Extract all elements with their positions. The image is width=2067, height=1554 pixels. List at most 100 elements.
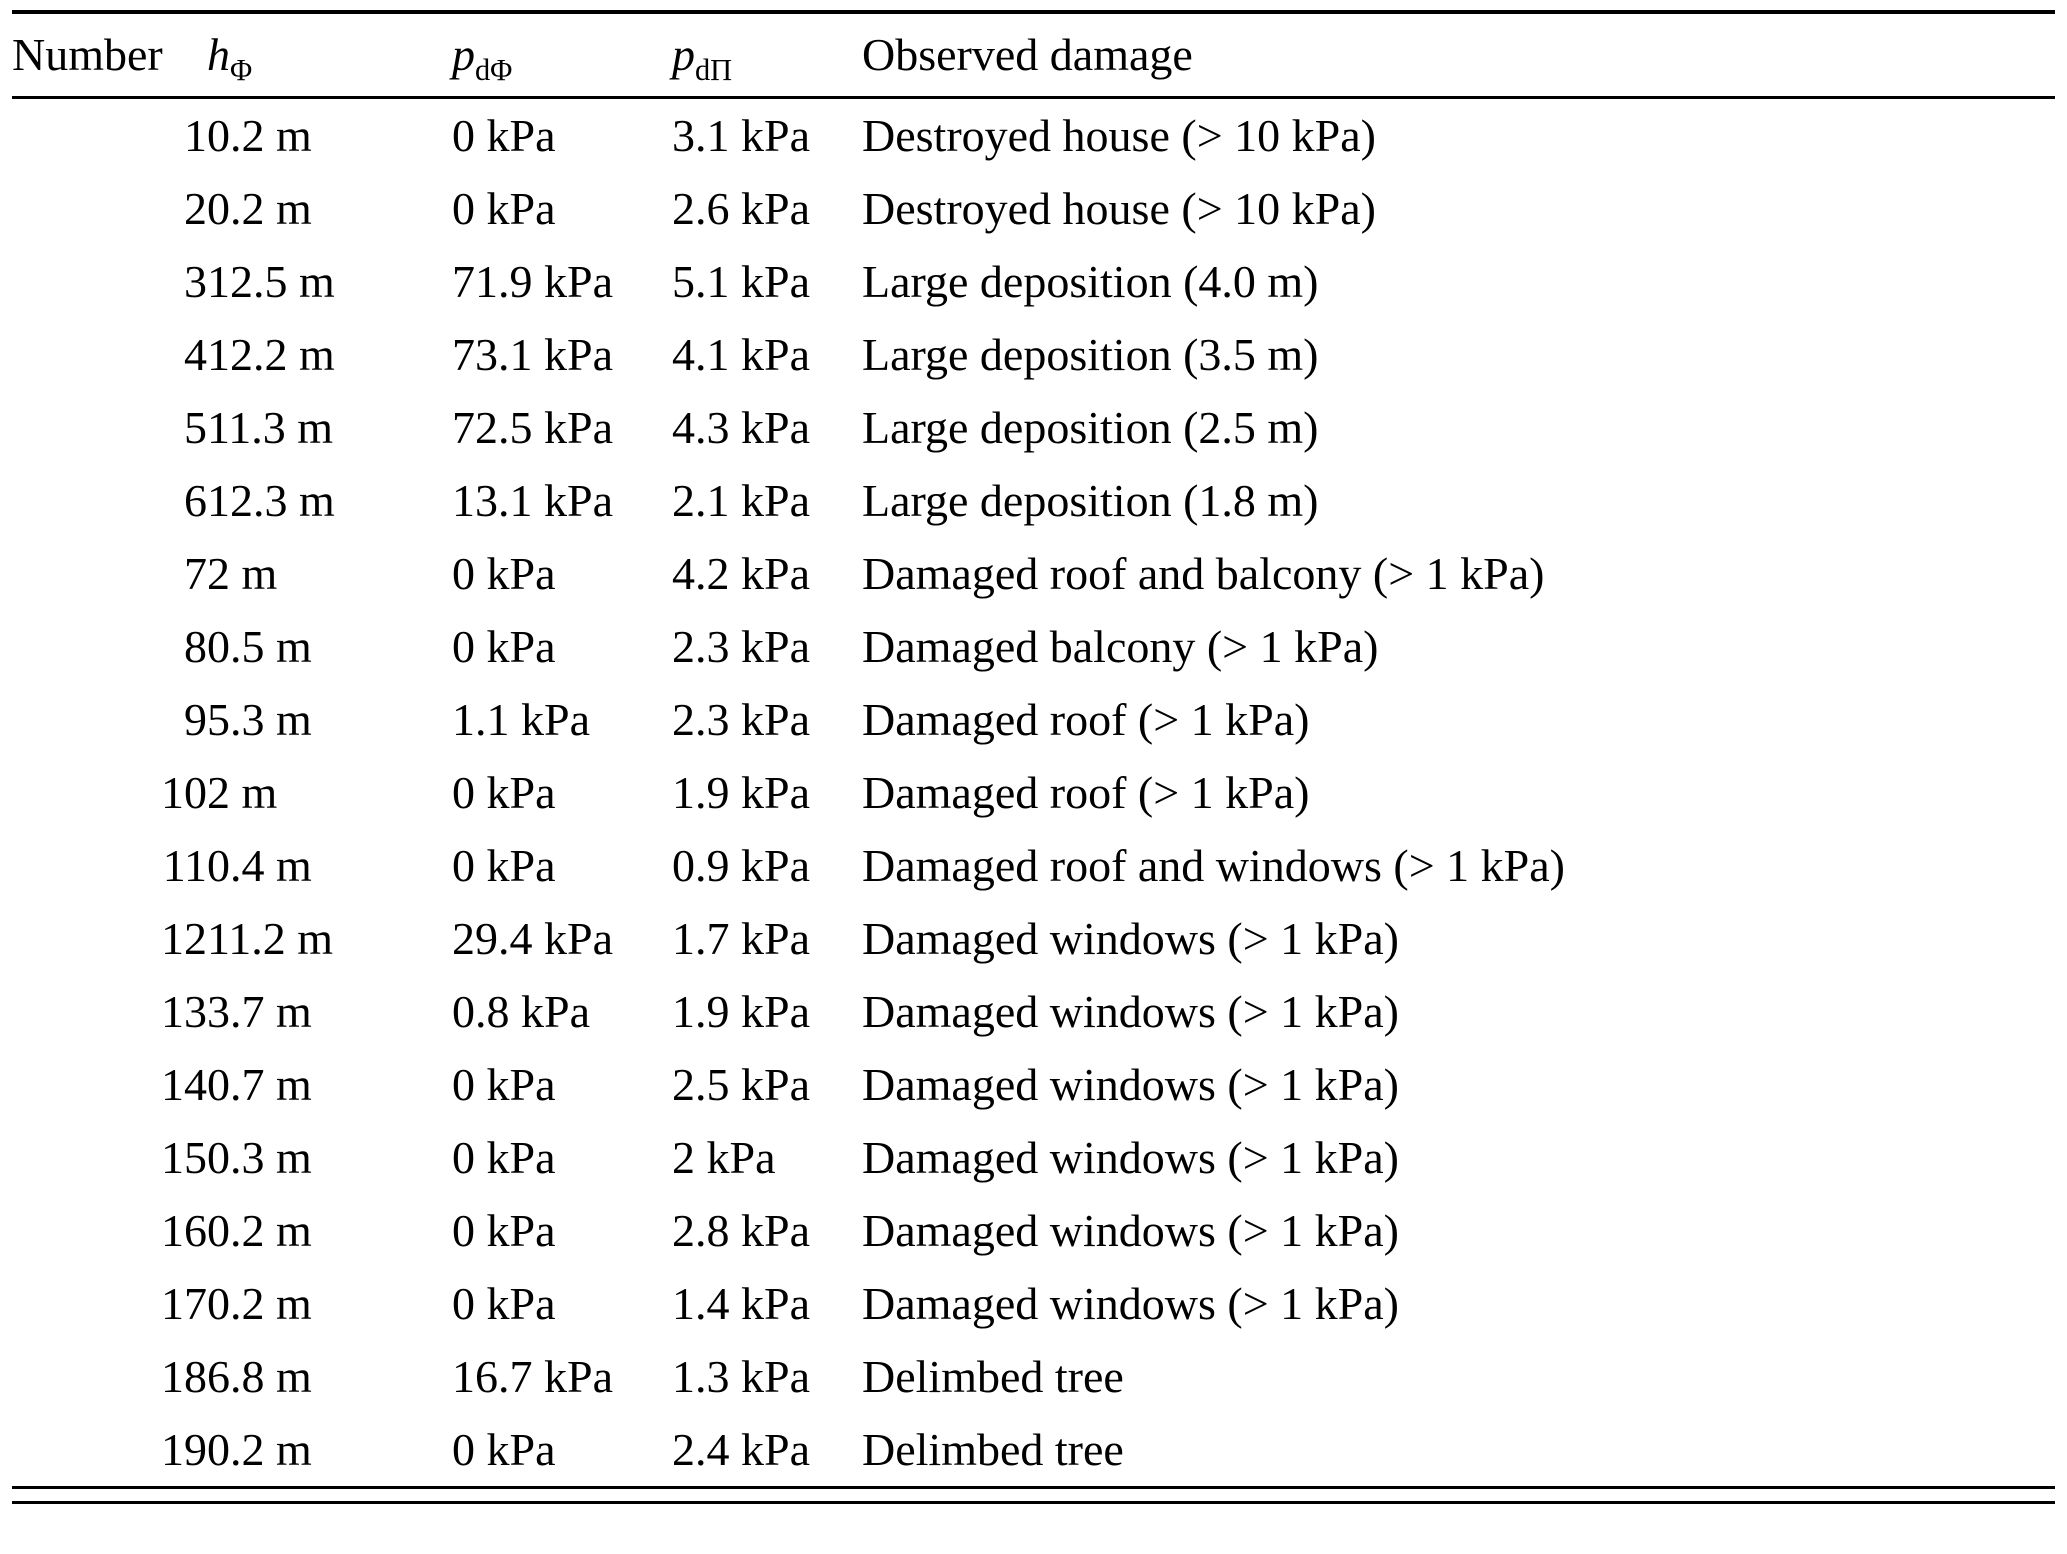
- cell-observed-damage: Damaged roof (> 1 kPa): [862, 766, 1310, 818]
- table-row: 19 0.2 m 0 kPa 2.4 kPa Delimbed tree: [12, 1413, 2055, 1486]
- math-p-d-phi: pdΦ: [452, 29, 513, 88]
- cell-observed-damage: Large deposition (1.8 m): [862, 474, 1319, 526]
- cell-p-d-pi: 2.3 kPa: [672, 693, 810, 745]
- math-h-phi: hΦ: [207, 29, 253, 88]
- cell-number: 11: [162, 839, 207, 891]
- cell-h-phi: 0.2 m: [207, 109, 312, 161]
- cell-h-phi: 2 m: [207, 547, 278, 599]
- cell-p-d-phi: 0 kPa: [452, 1204, 556, 1256]
- cell-p-d-phi: 0 kPa: [452, 547, 556, 599]
- cell-number: 12: [161, 912, 207, 964]
- cell-number: 7: [184, 547, 207, 599]
- cell-p-d-pi: 4.2 kPa: [672, 547, 810, 599]
- cell-h-phi: 6.8 m: [207, 1350, 312, 1402]
- table-row: 12 11.2 m 29.4 kPa 1.7 kPa Damaged windows (…: [12, 902, 2055, 975]
- cell-observed-damage: Large deposition (2.5 m): [862, 401, 1319, 453]
- cell-p-d-pi: 2 kPa: [672, 1131, 776, 1183]
- cell-observed-damage: Damaged windows (> 1 kPa): [862, 912, 1399, 964]
- cell-number: 17: [161, 1277, 207, 1329]
- table-row: 11 0.4 m 0 kPa 0.9 kPa Damaged roof and wind…: [12, 829, 2055, 902]
- cell-h-phi: 2 m: [207, 766, 278, 818]
- cell-p-d-phi: 72.5 kPa: [452, 401, 613, 453]
- cell-p-d-phi: 71.9 kPa: [452, 255, 613, 307]
- cell-observed-damage: Delimbed tree: [862, 1350, 1124, 1402]
- cell-p-d-pi: 2.6 kPa: [672, 182, 810, 234]
- cell-h-phi: 0.5 m: [207, 620, 312, 672]
- cell-observed-damage: Damaged roof and balcony (> 1 kPa): [862, 547, 1545, 599]
- cell-number: 4: [184, 328, 207, 380]
- cell-p-d-pi: 1.4 kPa: [672, 1277, 810, 1329]
- table-row: 4 12.2 m 73.1 kPa 4.1 kPa Large deposition (…: [12, 318, 2055, 391]
- cell-h-phi: 3.7 m: [207, 985, 312, 1037]
- cell-number: 13: [161, 985, 207, 1037]
- cell-h-phi: 0.2 m: [207, 1204, 312, 1256]
- cell-p-d-pi: 1.9 kPa: [672, 985, 810, 1037]
- table-bottom-rule-gap: [12, 1489, 2055, 1501]
- table-row: 8 0.5 m 0 kPa 2.3 kPa Damaged balcony (> 1 k…: [12, 610, 2055, 683]
- table-row: 9 5.3 m 1.1 kPa 2.3 kPa Damaged roof (> 1 kP…: [12, 683, 2055, 756]
- table-row: 14 0.7 m 0 kPa 2.5 kPa Damaged windows (> 1 …: [12, 1048, 2055, 1121]
- cell-p-d-phi: 1.1 kPa: [452, 693, 590, 745]
- cell-observed-damage: Damaged balcony (> 1 kPa): [862, 620, 1379, 672]
- cell-h-phi: 0.2 m: [207, 1423, 312, 1475]
- table-row: 18 6.8 m 16.7 kPa 1.3 kPa Delimbed tree: [12, 1340, 2055, 1413]
- cell-h-phi: 11.2 m: [207, 912, 334, 964]
- table-row: 16 0.2 m 0 kPa 2.8 kPa Damaged windows (> 1 …: [12, 1194, 2055, 1267]
- cell-observed-damage: Damaged windows (> 1 kPa): [862, 1204, 1399, 1256]
- math-p-d-pi: pdΠ: [672, 29, 733, 88]
- cell-observed-damage: Damaged windows (> 1 kPa): [862, 1277, 1399, 1329]
- cell-p-d-phi: 0 kPa: [452, 1423, 556, 1475]
- cell-p-d-pi: 0.9 kPa: [672, 839, 810, 891]
- cell-h-phi: 0.2 m: [207, 182, 312, 234]
- table-row: 2 0.2 m 0 kPa 2.6 kPa Destroyed house (> 10 …: [12, 172, 2055, 245]
- cell-observed-damage: Destroyed house (> 10 kPa): [862, 109, 1376, 161]
- cell-h-phi: 12.5 m: [207, 255, 335, 307]
- table-row: 15 0.3 m 0 kPa 2 kPa Damaged windows (> 1 kP…: [12, 1121, 2055, 1194]
- cell-p-d-phi: 0 kPa: [452, 1277, 556, 1329]
- cell-observed-damage: Damaged roof (> 1 kPa): [862, 693, 1310, 745]
- cell-number: 3: [184, 255, 207, 307]
- cell-h-phi: 5.3 m: [207, 693, 312, 745]
- header-h-phi: hΦ: [207, 14, 452, 98]
- cell-number: 1: [184, 109, 207, 161]
- cell-p-d-phi: 29.4 kPa: [452, 912, 613, 964]
- cell-number: 6: [184, 474, 207, 526]
- cell-number: 10: [161, 766, 207, 818]
- cell-number: 14: [161, 1058, 207, 1110]
- table-header: Number hΦ pdΦ pdΠ Observed damage: [12, 14, 2055, 98]
- cell-h-phi: 11.3 m: [207, 401, 334, 453]
- cell-p-d-pi: 4.3 kPa: [672, 401, 810, 453]
- table-row: 10 2 m 0 kPa 1.9 kPa Damaged roof (> 1 kPa): [12, 756, 2055, 829]
- table-top-rule: [12, 10, 2055, 14]
- cell-p-d-pi: 2.3 kPa: [672, 620, 810, 672]
- header-number: Number: [12, 29, 163, 80]
- cell-p-d-phi: 0 kPa: [452, 766, 556, 818]
- cell-p-d-phi: 0 kPa: [452, 620, 556, 672]
- table-row: 5 11.3 m 72.5 kPa 4.3 kPa Large deposition (…: [12, 391, 2055, 464]
- header-observed-damage: Observed damage: [862, 29, 1193, 80]
- cell-p-d-phi: 0 kPa: [452, 839, 556, 891]
- table-bottom-rule-2: [12, 1501, 2055, 1504]
- cell-observed-damage: Damaged roof and windows (> 1 kPa): [862, 839, 1566, 891]
- cell-p-d-pi: 2.1 kPa: [672, 474, 810, 526]
- cell-observed-damage: Delimbed tree: [862, 1423, 1124, 1475]
- table-row: 17 0.2 m 0 kPa 1.4 kPa Damaged windows (> 1 …: [12, 1267, 2055, 1340]
- cell-h-phi: 0.7 m: [207, 1058, 312, 1110]
- cell-number: 8: [184, 620, 207, 672]
- cell-h-phi: 0.2 m: [207, 1277, 312, 1329]
- cell-h-phi: 0.4 m: [207, 839, 312, 891]
- cell-p-d-pi: 2.4 kPa: [672, 1423, 810, 1475]
- cell-p-d-phi: 16.7 kPa: [452, 1350, 613, 1402]
- cell-p-d-pi: 5.1 kPa: [672, 255, 810, 307]
- cell-h-phi: 12.2 m: [207, 328, 335, 380]
- table-row: 3 12.5 m 71.9 kPa 5.1 kPa Large deposition (…: [12, 245, 2055, 318]
- cell-observed-damage: Destroyed house (> 10 kPa): [862, 182, 1376, 234]
- table-header-row: Number hΦ pdΦ pdΠ Observed damage: [12, 14, 2055, 98]
- cell-p-d-phi: 0 kPa: [452, 109, 556, 161]
- cell-h-phi: 12.3 m: [207, 474, 335, 526]
- cell-h-phi: 0.3 m: [207, 1131, 312, 1183]
- table-row: 6 12.3 m 13.1 kPa 2.1 kPa Large deposition (…: [12, 464, 2055, 537]
- cell-p-d-phi: 0 kPa: [452, 182, 556, 234]
